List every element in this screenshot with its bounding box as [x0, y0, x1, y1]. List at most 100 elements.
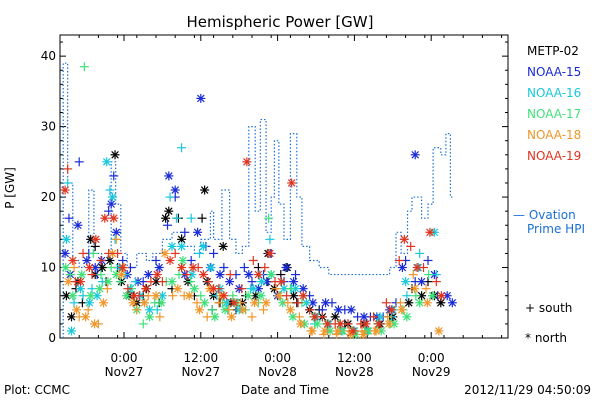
- north-point-noaa-15: [154, 263, 164, 273]
- north-point-noaa-19: [425, 227, 435, 237]
- south-point-noaa-18: [319, 329, 329, 339]
- south-point-noaa-15: [353, 312, 363, 322]
- x-axis-label: Date and Time: [241, 383, 329, 397]
- south-point-noaa-15: [151, 255, 161, 265]
- south-point-noaa-18: [271, 284, 281, 294]
- y-tick-label: 40: [41, 49, 56, 63]
- y-tick-label: 0: [48, 331, 56, 345]
- legend-entry-metp-02: METP-02: [527, 44, 579, 58]
- north-point-noaa-15: [164, 171, 174, 181]
- north-point-metp-02: [164, 206, 174, 216]
- north-point-noaa-15: [346, 305, 356, 315]
- south-point-noaa-16: [165, 192, 175, 202]
- north-point-noaa-19: [219, 291, 229, 301]
- south-point-noaa-15: [423, 255, 433, 265]
- south-point-noaa-19: [406, 241, 416, 251]
- south-point-noaa-15: [74, 157, 84, 167]
- south-point-noaa-18: [395, 298, 405, 308]
- ovation-step-path: [62, 62, 455, 338]
- north-point-noaa-18: [384, 319, 394, 329]
- north-point-noaa-15: [60, 248, 70, 258]
- north-point-noaa-18: [434, 326, 444, 336]
- y-tick-label: 20: [41, 190, 56, 204]
- north-point-noaa-15: [82, 255, 92, 265]
- south-point-noaa-15: [209, 248, 219, 258]
- south-point-noaa-18: [155, 312, 165, 322]
- north-point-noaa-19: [141, 284, 151, 294]
- north-point-noaa-15: [289, 277, 299, 287]
- south-point-noaa-15: [219, 263, 229, 273]
- south-point-metp-02: [90, 241, 100, 251]
- north-point-noaa-15: [143, 270, 153, 280]
- legend-south: + south: [525, 301, 572, 315]
- south-point-noaa-18: [294, 312, 304, 322]
- south-point-noaa-18: [421, 284, 431, 294]
- north-point-noaa-19: [109, 213, 119, 223]
- x-tick-label-time: 0:00: [418, 351, 445, 365]
- north-point-noaa-17: [243, 291, 253, 301]
- south-point-noaa-18: [192, 298, 202, 308]
- south-point-noaa-19: [419, 263, 429, 273]
- south-point-metp-02: [197, 213, 207, 223]
- south-point-noaa-16: [171, 213, 181, 223]
- north-point-noaa-17: [266, 270, 276, 280]
- x-tick-label-date: Nov28: [258, 365, 297, 379]
- north-point-noaa-19: [348, 326, 358, 336]
- north-point-noaa-18: [151, 291, 161, 301]
- north-point-noaa-18: [238, 305, 248, 315]
- north-point-noaa-15: [73, 220, 83, 230]
- south-point-noaa-19: [182, 270, 192, 280]
- south-point-noaa-19: [214, 284, 224, 294]
- plot-axes: 0102030400:00Nov2712:00Nov270:00Nov2812:…: [41, 34, 509, 379]
- south-point-noaa-18: [202, 312, 212, 322]
- south-point-noaa-17: [96, 270, 106, 280]
- south-point-noaa-19: [305, 305, 315, 315]
- north-point-noaa-17: [189, 284, 199, 294]
- south-point-noaa-18: [383, 312, 393, 322]
- north-point-noaa-15: [281, 263, 291, 273]
- plot-frame: [59, 34, 509, 339]
- north-point-noaa-15: [193, 227, 203, 237]
- north-point-metp-02: [218, 241, 228, 251]
- south-point-noaa-17: [65, 270, 75, 280]
- north-point-noaa-18: [397, 305, 407, 315]
- north-point-noaa-16: [177, 241, 187, 251]
- south-point-noaa-15: [410, 277, 420, 287]
- north-point-noaa-16: [107, 192, 117, 202]
- south-point-noaa-17: [115, 277, 125, 287]
- south-point-noaa-19: [260, 263, 270, 273]
- south-point-noaa-19: [96, 255, 106, 265]
- south-point-noaa-16: [177, 143, 187, 153]
- north-point-noaa-17: [103, 277, 113, 287]
- south-point-noaa-17: [196, 291, 206, 301]
- north-point-noaa-18: [274, 291, 284, 301]
- north-point-noaa-16: [198, 241, 208, 251]
- north-point-metp-02: [67, 312, 77, 322]
- south-point-noaa-18: [143, 291, 153, 301]
- south-point-noaa-17: [138, 319, 148, 329]
- south-point-noaa-17: [88, 248, 98, 258]
- south-point-noaa-17: [285, 284, 295, 294]
- south-point-noaa-19: [270, 277, 280, 287]
- south-point-noaa-19: [78, 248, 88, 258]
- south-point-noaa-15: [247, 277, 257, 287]
- south-point-noaa-15: [186, 255, 196, 265]
- north-point-noaa-19: [118, 263, 128, 273]
- chart-title: Hemispheric Power [GW]: [187, 13, 374, 31]
- north-point-noaa-18: [410, 284, 420, 294]
- north-point-noaa-15: [447, 298, 457, 308]
- south-point-noaa-15: [104, 206, 114, 216]
- south-point-noaa-16: [87, 284, 97, 294]
- south-point-noaa-19: [157, 277, 167, 287]
- south-point-noaa-19: [356, 319, 366, 329]
- north-point-noaa-17: [68, 291, 78, 301]
- south-point-noaa-15: [163, 220, 173, 230]
- north-point-noaa-19: [188, 263, 198, 273]
- south-point-noaa-17: [411, 291, 421, 301]
- north-point-metp-02: [200, 185, 210, 195]
- south-point-noaa-16: [402, 291, 412, 301]
- south-point-noaa-19: [70, 277, 80, 287]
- x-tick-label-date: Nov27: [105, 365, 144, 379]
- south-point-noaa-18: [83, 305, 93, 315]
- south-point-noaa-15: [138, 277, 148, 287]
